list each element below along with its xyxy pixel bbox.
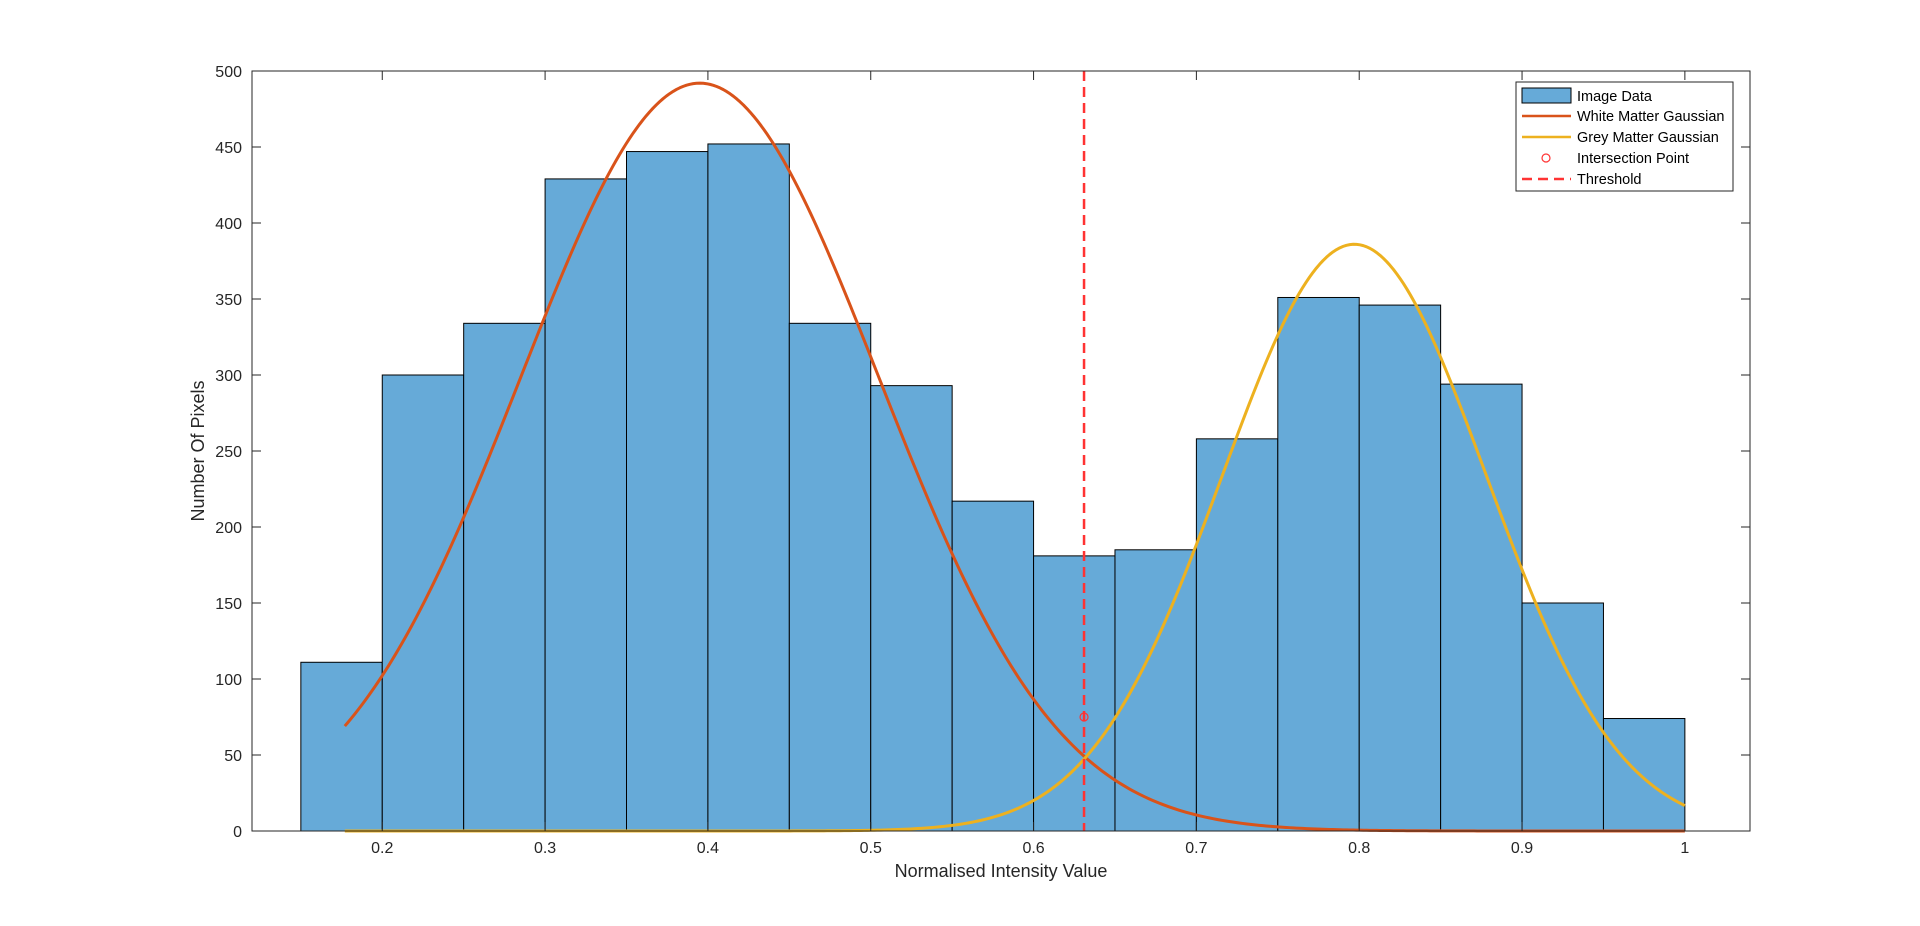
histogram-bar [870,385,953,832]
y-axis-label: Number Of Pixels [188,380,208,521]
x-tick-label: 1 [1680,840,1689,857]
x-tick-label: 0.8 [1348,840,1370,857]
histogram-bar [1277,296,1360,832]
histogram-bar [1033,555,1116,832]
histogram-bar [463,322,546,832]
axis-ticks: 0.2 0.3 0.4 0.5 0.6 0.7 0.8 0.9 1 0 50 100 150 200 250… [215,64,1750,857]
histogram-bar [1440,383,1523,832]
histogram-bar [626,151,709,832]
y-tick-label: 250 [215,444,242,461]
x-axis-label: Normalised Intensity Value [895,861,1108,881]
histogram-bar [1521,602,1604,832]
legend: Image Data White Matter Gaussian Grey Ma… [1515,81,1734,192]
y-tick-label: 400 [215,216,242,233]
legend-label-intersection: Intersection Point [1577,151,1689,167]
y-tick-label: 50 [224,748,242,765]
intersection-point [1079,712,1089,722]
threshold-overlay [1079,71,1089,831]
y-tick-label: 350 [215,292,242,309]
histogram-bar [300,661,383,832]
histogram-bar [1195,438,1279,832]
x-tick-label: 0.6 [1022,840,1044,857]
x-tick-label: 0.5 [860,840,882,857]
legend-marker-intersection [1541,153,1551,163]
x-tick-label: 0.4 [697,840,719,857]
histogram-bar [951,500,1035,832]
x-tick-label: 0.3 [534,840,556,857]
y-tick-label: 500 [215,64,242,81]
histogram-bar [1358,304,1442,832]
histogram-bar [788,322,872,832]
histogram-bars [300,143,1686,832]
histogram-bar [1602,718,1686,832]
legend-label-image-data: Image Data [1577,89,1653,105]
histogram-bar [544,178,628,832]
legend-swatch-image-data [1521,87,1572,104]
legend-label-white-matter: White Matter Gaussian [1577,109,1724,125]
legend-label-threshold: Threshold [1577,172,1641,188]
y-tick-label: 150 [215,596,242,613]
x-tick-label: 0.9 [1511,840,1533,857]
y-tick-label: 450 [215,140,242,157]
x-tick-label: 0.7 [1185,840,1207,857]
histogram-bar [707,143,790,832]
x-tick-label: 0.2 [371,840,393,857]
y-tick-label: 300 [215,368,242,385]
y-tick-label: 200 [215,520,242,537]
y-tick-label: 0 [233,824,242,841]
legend-label-grey-matter: Grey Matter Gaussian [1577,130,1719,146]
y-tick-label: 100 [215,672,242,689]
